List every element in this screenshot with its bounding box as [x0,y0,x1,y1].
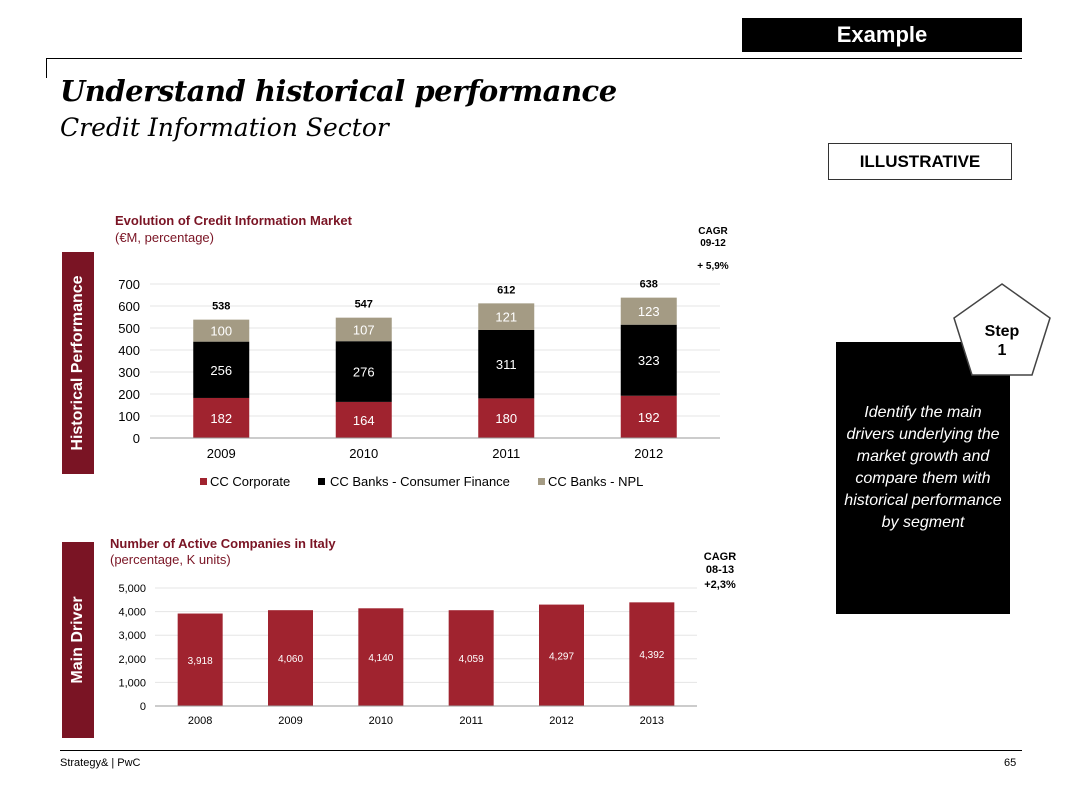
active-companies-bar-label: 3,918 [188,656,213,667]
chart1-x-tick: 2009 [207,446,236,461]
chart1-y-tick: 700 [118,277,140,292]
chart2-x-tick: 2010 [369,715,393,727]
chart1-legend: CC Corporate CC Banks - Consumer Finance… [200,474,643,489]
active-companies-bar [268,610,313,706]
bar-label-npl: 123 [638,304,660,319]
chart2-x-tick: 2008 [188,715,212,727]
chart2-y-tick: 3,000 [118,630,146,642]
chart2-y-tick: 5,000 [118,583,146,595]
chart1-x-tick: 2011 [492,446,520,461]
chart2-x-tick: 2009 [278,715,302,727]
active-companies-bar-label: 4,392 [639,650,664,661]
bar-total-label: 612 [497,284,515,296]
chart1-y-tick: 200 [118,387,140,402]
example-tag: Example [742,18,1022,52]
bar-npl [478,303,535,330]
chart1-y-tick: 100 [118,409,140,424]
bar-total-label: 538 [212,301,230,313]
bar-npl [620,297,677,325]
chart1-subtitle: (€M, percentage) [115,230,214,245]
chart1-y-tick: 600 [118,299,140,314]
active-companies-bar-label: 4,297 [549,651,574,662]
chart2-y-tick: 0 [140,701,146,713]
active-companies-bar [448,610,494,706]
step-label: Step [985,323,1020,340]
chart2-y-tick: 4,000 [118,607,146,619]
chart2-y-tick: 2,000 [118,654,146,666]
bar-label-consumer-finance: 311 [496,357,517,372]
bar-label-corporate: 192 [638,410,660,425]
bar-label-npl: 121 [495,310,517,325]
legend-npl: CC Banks - NPL [548,474,643,489]
page-number: 65 [1004,757,1017,769]
chart2-y-tick: 1,000 [118,677,146,689]
bar-label-consumer-finance: 323 [638,353,660,368]
chart1-x-tick: 2012 [634,446,663,461]
bar-consumer-finance [193,341,250,398]
footer-source: Strategy& | PwC [60,757,141,769]
bar-total-label: 547 [355,299,373,311]
chart2-title: Number of Active Companies in Italy [110,536,336,551]
active-companies-bar [629,602,675,706]
bar-label-corporate: 180 [495,411,517,426]
legend-consumer-finance: CC Banks - Consumer Finance [330,474,510,489]
chart1-title: Evolution of Credit Information Market [115,213,353,228]
pentagon-shape [953,283,1051,376]
chart1-cagr-value: + 5,9% [697,261,729,272]
legend-swatch-consumer-finance [318,478,325,485]
chart2-x-tick: 2011 [459,715,483,727]
page-subtitle: Credit Information Sector [60,113,389,142]
active-companies-bar-label: 4,060 [278,654,303,665]
legend-swatch-corporate [200,478,207,485]
header-divider-tick [46,58,47,78]
chart1-y-tick: 300 [118,365,140,380]
illustrative-label: ILLUSTRATIVE [828,143,1012,180]
sidebar-historical-performance: Historical Performance [62,252,94,474]
sidebar-main-driver: Main Driver [62,542,94,738]
bar-corporate [335,401,392,438]
chart1-y-tick: 400 [118,343,140,358]
step-description: Identify the main drivers underlying the… [844,404,1002,531]
legend-corporate: CC Corporate [210,474,290,489]
header-divider [46,58,1022,59]
bar-consumer-finance [620,324,677,396]
bar-consumer-finance [478,329,535,399]
bar-npl [193,319,250,342]
chart2-cagr-label: CAGR [704,551,736,563]
page-title: Understand historical performance [60,74,617,108]
bar-corporate [620,395,677,438]
chart2-x-tick: 2013 [640,715,664,727]
chart1-y-tick: 0 [133,431,140,446]
footer-divider [60,750,1022,751]
legend-swatch-npl [538,478,545,485]
bar-label-corporate: 164 [353,413,375,428]
chart1-cagr-period: 09-12 [700,238,726,249]
chart1-cagr-label: CAGR [698,226,728,237]
chart2-x-tick: 2012 [549,715,573,727]
chart2-cagr-value: +2,3% [704,579,736,591]
active-companies-bar-label: 4,140 [368,653,393,664]
step-pentagon: Step 1 [953,283,1051,376]
chart1-y-tick: 500 [118,321,140,336]
chart1-x-tick: 2010 [349,446,378,461]
active-companies-bar [539,604,584,706]
step-number: 1 [998,342,1007,359]
bar-label-npl: 107 [353,322,375,337]
chart2-cagr-period: 08-13 [706,564,734,576]
bar-corporate [193,397,250,438]
active-companies-bar-label: 4,059 [459,654,484,665]
bar-total-label: 638 [640,279,658,291]
chart2-subtitle: (percentage, K units) [110,552,231,567]
bar-corporate [478,398,535,438]
bar-label-consumer-finance: 256 [210,363,232,378]
active-companies-bar [177,613,223,706]
bar-consumer-finance [335,341,392,402]
active-companies-bar [358,608,404,706]
bar-label-consumer-finance: 276 [353,365,375,380]
step-description-box [836,342,1010,614]
bar-label-npl: 100 [210,324,232,339]
bar-label-corporate: 182 [210,411,232,426]
bar-npl [335,317,392,342]
